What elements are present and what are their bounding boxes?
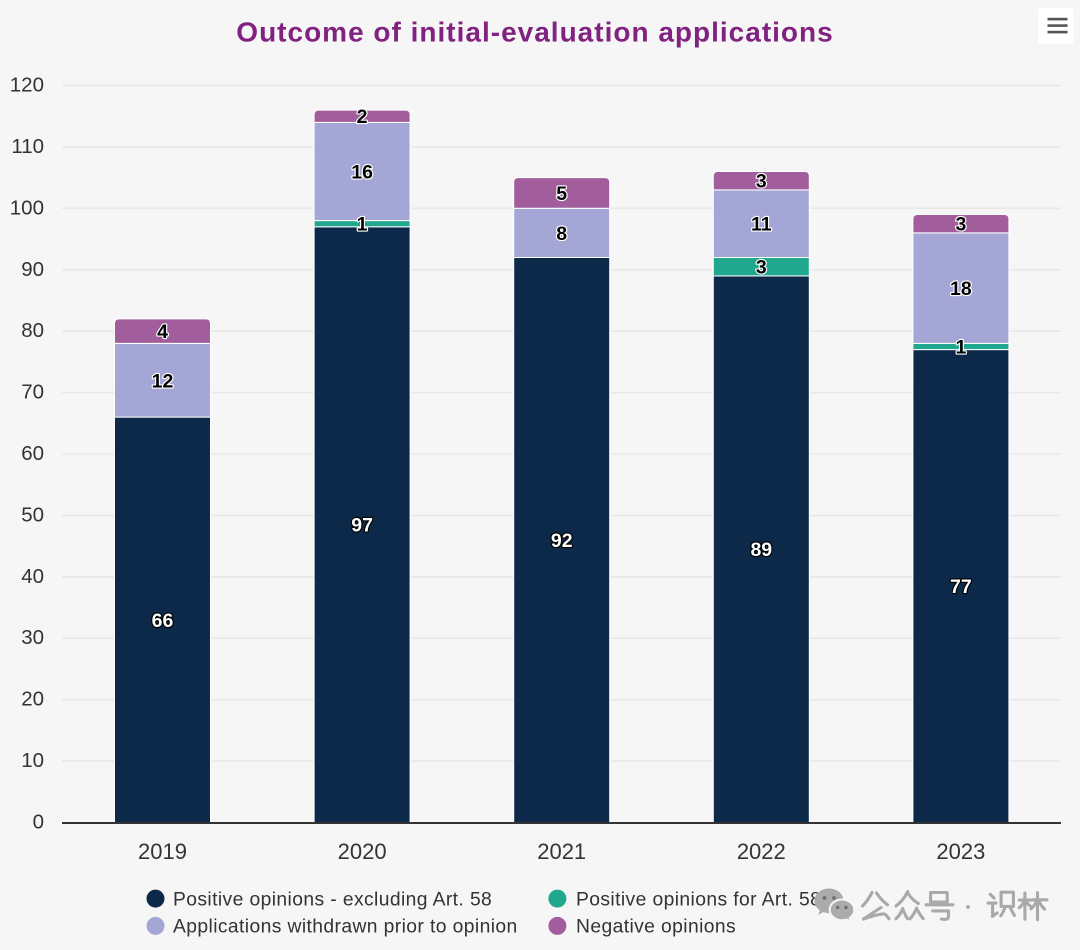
svg-text:16: 16 — [351, 162, 373, 184]
svg-text:2019: 2019 — [138, 839, 187, 864]
svg-text:2022: 2022 — [737, 839, 786, 864]
svg-text:100: 100 — [10, 196, 44, 219]
svg-text:2023: 2023 — [936, 839, 985, 864]
svg-text:1: 1 — [955, 337, 966, 359]
svg-text:92: 92 — [551, 530, 573, 552]
svg-text:0: 0 — [33, 811, 44, 834]
svg-text:3: 3 — [756, 171, 767, 193]
svg-text:50: 50 — [21, 503, 44, 526]
svg-text:10: 10 — [21, 749, 44, 772]
svg-text:30: 30 — [21, 626, 44, 649]
svg-text:12: 12 — [152, 370, 174, 392]
svg-text:Outcome of initial-evaluation: Outcome of initial-evaluation applicatio… — [236, 17, 833, 48]
svg-text:Negative opinions: Negative opinions — [576, 917, 736, 938]
svg-text:89: 89 — [750, 539, 772, 561]
svg-text:90: 90 — [21, 258, 44, 281]
svg-text:60: 60 — [21, 442, 44, 465]
svg-text:3: 3 — [955, 214, 966, 236]
svg-text:77: 77 — [950, 576, 972, 598]
svg-text:4: 4 — [157, 321, 168, 343]
svg-text:2: 2 — [357, 106, 368, 128]
svg-text:8: 8 — [556, 223, 567, 245]
svg-text:40: 40 — [21, 565, 44, 588]
svg-text:11: 11 — [751, 214, 772, 236]
svg-text:18: 18 — [950, 278, 972, 300]
svg-text:120: 120 — [10, 74, 44, 97]
svg-text:3: 3 — [756, 257, 767, 279]
svg-text:Positive opinions - excluding: Positive opinions - excluding Art. 58 — [173, 889, 492, 910]
svg-text:Positive opinions for Art. 58: Positive opinions for Art. 58 — [576, 889, 821, 910]
svg-text:20: 20 — [21, 688, 44, 711]
svg-text:66: 66 — [152, 610, 174, 632]
svg-text:110: 110 — [11, 135, 44, 158]
svg-text:Applications withdrawn prior t: Applications withdrawn prior to opinion — [173, 917, 518, 938]
svg-text:2021: 2021 — [537, 839, 586, 864]
svg-text:70: 70 — [21, 381, 44, 404]
svg-text:1: 1 — [357, 214, 368, 236]
svg-text:5: 5 — [556, 183, 567, 205]
svg-text:80: 80 — [21, 319, 44, 342]
svg-text:2020: 2020 — [338, 839, 387, 864]
svg-text:97: 97 — [351, 515, 373, 537]
